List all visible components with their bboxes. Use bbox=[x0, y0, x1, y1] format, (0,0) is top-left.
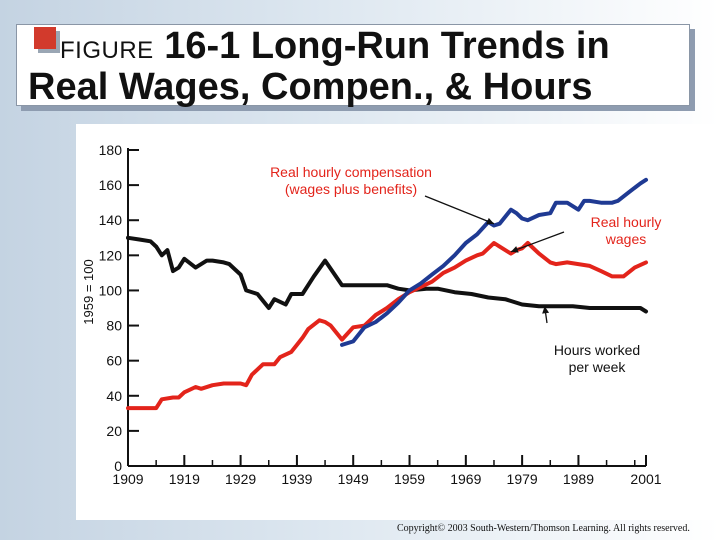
y-tick-label: 0 bbox=[114, 458, 122, 474]
y-tick-label: 180 bbox=[99, 142, 123, 158]
y-axis-title: 1959 = 100 bbox=[81, 259, 96, 324]
x-tick-label: 1989 bbox=[563, 471, 594, 487]
annotation-label-hours: Hours worked bbox=[554, 342, 640, 358]
page-title-line-2: Real Wages, Compen., & Hours bbox=[28, 66, 593, 108]
y-tick-label: 140 bbox=[99, 212, 123, 228]
x-tick-label: 1979 bbox=[507, 471, 538, 487]
x-tick-label: 1909 bbox=[112, 471, 143, 487]
annotation-arrowhead bbox=[510, 246, 519, 253]
annotation-label-wages: Real hourly bbox=[591, 214, 662, 230]
y-tick-label: 80 bbox=[106, 318, 122, 334]
x-tick-label: 1939 bbox=[281, 471, 312, 487]
y-tick-label: 40 bbox=[106, 388, 122, 404]
x-tick-label: 1949 bbox=[338, 471, 369, 487]
copyright-notice: Copyright© 2003 South-Western/Thomson Le… bbox=[397, 523, 690, 534]
annotation-arrowhead bbox=[542, 306, 550, 314]
annotation-label-compensation: (wages plus benefits) bbox=[285, 181, 417, 197]
x-tick-label: 1919 bbox=[169, 471, 200, 487]
figure-label: FIGURE bbox=[60, 37, 154, 64]
x-tick-label: 1929 bbox=[225, 471, 256, 487]
series-line-compensation bbox=[340, 177, 648, 347]
title-box bbox=[16, 24, 690, 106]
y-tick-label: 20 bbox=[106, 423, 122, 439]
annotation-label-wages: wages bbox=[605, 231, 646, 247]
page-title-line-1: FIGURE 16-1 Long-Run Trends in bbox=[60, 26, 610, 71]
series-line-hours bbox=[126, 235, 648, 314]
annotation-pointer bbox=[510, 231, 565, 253]
annotation-pointer bbox=[424, 195, 495, 225]
annotation-label-hours: per week bbox=[569, 359, 627, 375]
x-tick-label: 1969 bbox=[450, 471, 481, 487]
square-bullet-icon bbox=[34, 27, 56, 49]
figure-title: 16-1 Long-Run Trends in bbox=[164, 25, 610, 67]
annotation-arrowhead bbox=[486, 217, 494, 225]
line-chart: 1959 = 100 0 20 40 60 80 100 120 140 160 180 1909 1… bbox=[81, 142, 662, 487]
x-tick-label: 1959 bbox=[394, 471, 425, 487]
annotation-label-compensation: Real hourly compensation bbox=[270, 164, 432, 180]
chart-panel: 1959 = 100 0 20 40 60 80 100 120 140 160 180 1909 1… bbox=[76, 124, 720, 520]
y-tick-label: 60 bbox=[106, 353, 122, 369]
y-tick-label: 120 bbox=[99, 247, 123, 263]
x-tick-label: 2001 bbox=[630, 471, 661, 487]
y-tick-label: 160 bbox=[99, 177, 123, 193]
series-line-wages bbox=[126, 241, 648, 411]
y-tick-label: 100 bbox=[99, 282, 123, 298]
